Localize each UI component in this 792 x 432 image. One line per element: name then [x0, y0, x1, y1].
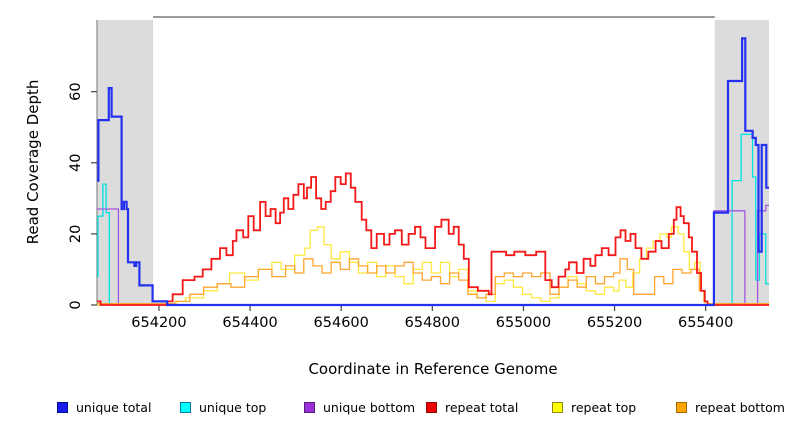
y-tick-label: 40 [68, 154, 84, 172]
legend-item-unique-total: unique total [57, 398, 151, 416]
legend-label: repeat total [445, 399, 519, 415]
series-line-unique-bottom [97, 204, 769, 306]
x-tick-label: 655200 [587, 315, 642, 331]
unique-total-swatch-icon [57, 401, 68, 413]
x-tick-label: 654600 [314, 315, 369, 331]
repeat-total-swatch-icon [426, 401, 437, 413]
legend: unique total unique top unique bottom re… [0, 398, 792, 418]
y-tick-label: 20 [68, 225, 84, 243]
legend-item-repeat-bottom: repeat bottom [676, 398, 785, 416]
legend-label: repeat top [571, 399, 637, 415]
unique-bottom-swatch-icon [304, 401, 315, 413]
series-line-repeat-bottom [97, 258, 769, 305]
x-tick-label: 654400 [222, 315, 277, 331]
x-tick-label: 654200 [131, 315, 186, 331]
legend-item-unique-top: unique top [180, 398, 266, 416]
unique-top-swatch-icon [180, 401, 191, 413]
legend-label: repeat bottom [695, 399, 785, 415]
x-tick-label: 654800 [405, 315, 460, 331]
x-axis-title: Coordinate in Reference Genome [308, 360, 558, 378]
legend-item-unique-bottom: unique bottom [304, 398, 415, 416]
series-line-unique-total [97, 37, 769, 307]
series-line-repeat-total [97, 172, 769, 306]
x-tick-label: 655000 [496, 315, 551, 331]
y-tick-label: 0 [68, 300, 84, 309]
legend-item-repeat-total: repeat total [426, 398, 518, 416]
repeat-bottom-swatch-icon [676, 401, 687, 413]
legend-label: unique total [76, 399, 152, 415]
y-axis-title: Read Coverage Depth [24, 79, 42, 245]
repeat-top-swatch-icon [552, 401, 563, 413]
x-tick-label: 655400 [678, 315, 733, 331]
y-tick-label: 60 [68, 82, 84, 100]
legend-label: unique top [199, 399, 267, 415]
legend-label: unique bottom [323, 399, 416, 415]
shaded-region [97, 20, 154, 303]
legend-item-repeat-top: repeat top [552, 398, 636, 416]
series-line-unique-top [97, 133, 769, 306]
